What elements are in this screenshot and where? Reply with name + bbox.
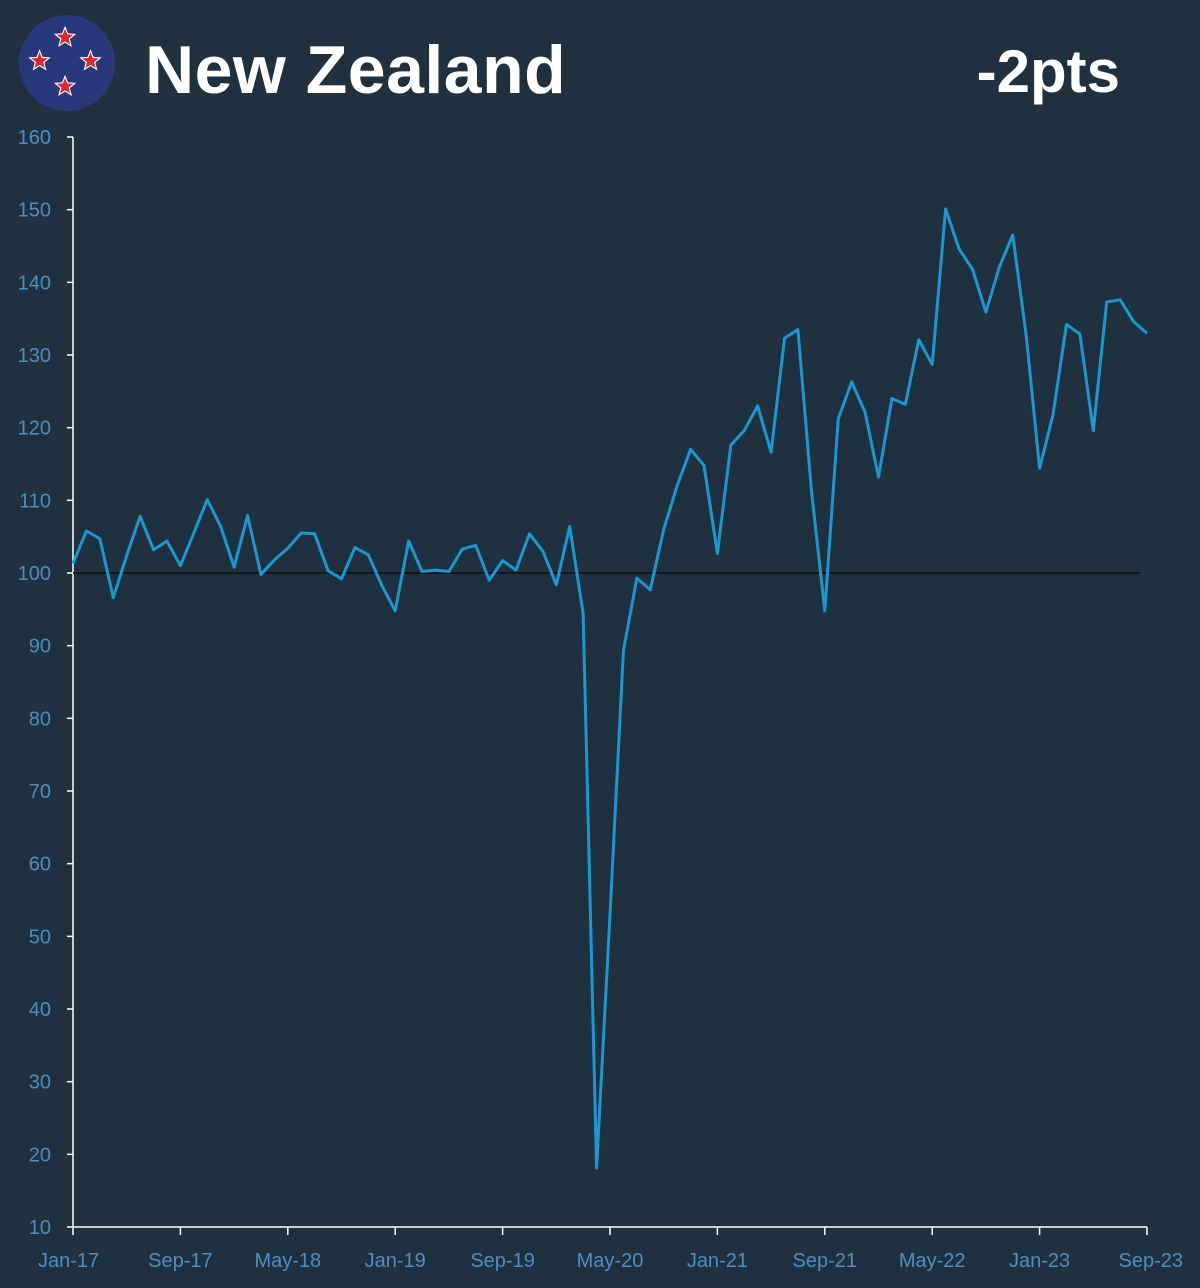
- y-tick-label: 40: [29, 999, 51, 1021]
- star-2: [82, 52, 99, 69]
- x-tick-label: Jan-23: [1009, 1250, 1070, 1272]
- x-tick-label: Jan-17: [38, 1250, 99, 1272]
- x-tick-label: Sep-21: [793, 1250, 858, 1272]
- x-tick-label: May-20: [577, 1250, 644, 1272]
- y-tick-label: 30: [29, 1072, 51, 1094]
- x-tick-label: Jan-19: [365, 1250, 426, 1272]
- axes: [72, 137, 1147, 1228]
- y-tick-label: 60: [29, 854, 51, 876]
- y-tick-label: 140: [18, 272, 51, 294]
- y-tick-label: 20: [29, 1144, 51, 1166]
- y-tick-label: 110: [19, 490, 51, 512]
- x-tick-label: Sep-17: [148, 1250, 213, 1272]
- y-tick-label: 160: [18, 127, 51, 149]
- y-tick-label: 100: [18, 563, 51, 585]
- x-tick-label: Sep-19: [470, 1250, 535, 1272]
- x-tick-label: Sep-23: [1119, 1250, 1184, 1272]
- y-tick-label: 120: [18, 418, 51, 440]
- new-zealand-flag-icon: [18, 14, 116, 112]
- y-tick-label: 150: [18, 200, 51, 222]
- chart-title: New Zealand: [145, 32, 567, 108]
- series-line: [71, 207, 1148, 1170]
- y-axis-ticks: 10 20 30 40 50 60 70 80 90 100 110 120 130 140 150 160: [18, 127, 73, 1239]
- x-axis-ticks: Jan-17 Sep-17 May-18 Jan-19 Sep-19 May-20 Jan-…: [38, 1227, 1183, 1272]
- star-0: [56, 28, 74, 45]
- x-tick-label: May-22: [899, 1250, 966, 1272]
- y-tick-label: 90: [29, 636, 51, 658]
- y-tick-label: 50: [29, 926, 51, 948]
- x-tick-label: May-18: [254, 1250, 321, 1272]
- y-tick-label: 130: [18, 345, 51, 367]
- change-indicator: -2pts: [976, 38, 1120, 105]
- y-tick-label: 10: [29, 1217, 51, 1239]
- x-tick-label: Jan-21: [687, 1250, 748, 1272]
- star-1: [31, 52, 48, 69]
- y-tick-label: 80: [29, 708, 51, 730]
- star-3: [56, 77, 74, 94]
- y-tick-label: 70: [29, 781, 51, 803]
